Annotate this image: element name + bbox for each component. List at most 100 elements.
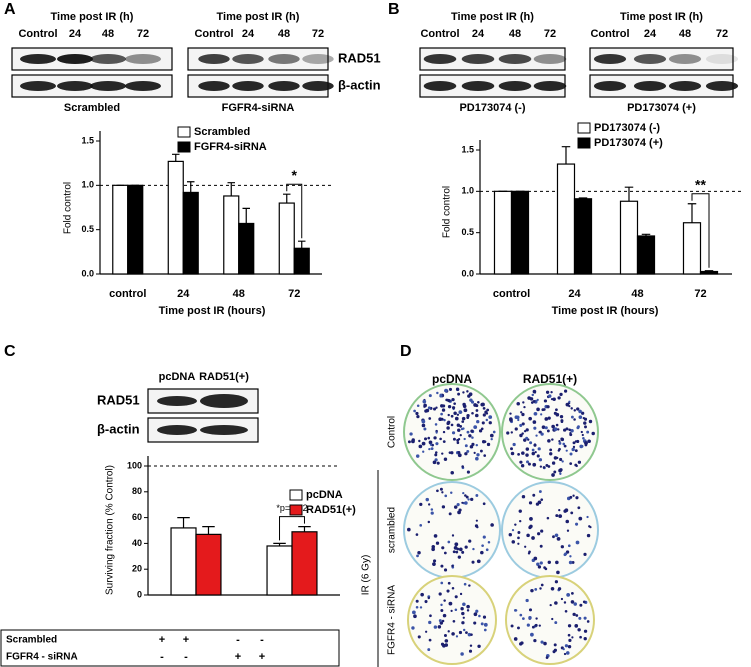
colony [579, 635, 582, 639]
colony [413, 409, 416, 413]
colony [447, 404, 452, 409]
colony [554, 621, 558, 625]
colony [530, 401, 534, 404]
colony [442, 440, 446, 444]
lane-label: 72 [312, 28, 324, 40]
colony [480, 427, 484, 431]
colony [521, 412, 525, 417]
colony [512, 442, 516, 447]
colony [434, 458, 438, 462]
band [593, 54, 627, 64]
colony [471, 436, 474, 439]
colony [521, 495, 526, 499]
band [57, 54, 93, 64]
colony [529, 517, 533, 521]
colony [532, 420, 537, 424]
colony [588, 525, 591, 528]
colony [553, 427, 558, 432]
colony [440, 603, 443, 607]
colony [443, 551, 447, 555]
colony [444, 494, 448, 498]
colony [571, 636, 574, 639]
table-row-label: Scrambled [6, 635, 57, 646]
colony [558, 514, 563, 519]
colony [514, 427, 518, 431]
colony [531, 448, 535, 452]
colony [551, 424, 555, 429]
bar [278, 202, 295, 275]
colony [553, 648, 557, 652]
colony [407, 440, 411, 444]
colony [526, 460, 530, 464]
colony [563, 428, 567, 432]
colony [462, 628, 466, 632]
colony [464, 444, 468, 448]
colony [568, 638, 572, 642]
colony [575, 496, 579, 500]
table-cell: - [184, 651, 188, 663]
colony [535, 502, 540, 506]
colony [461, 550, 465, 554]
colony [441, 619, 445, 623]
column-header: RAD51(+) [523, 372, 577, 386]
colony [567, 544, 571, 548]
band [302, 81, 334, 91]
colony [540, 529, 544, 533]
colony [415, 533, 419, 536]
y-tick-label: 100 [127, 460, 142, 470]
colony [583, 637, 587, 641]
colony [490, 437, 493, 441]
colony [409, 432, 413, 436]
colony [439, 393, 443, 397]
colony [528, 416, 532, 421]
colony [525, 436, 529, 440]
x-tick-label: control [493, 288, 530, 300]
colony [564, 609, 568, 613]
lane-label: 48 [278, 28, 290, 40]
colony [527, 552, 531, 555]
lane-label: 72 [137, 28, 149, 40]
band [705, 54, 739, 64]
colony [434, 423, 438, 426]
blot-row-label: β-actin [97, 421, 140, 436]
colony [427, 406, 431, 410]
band [668, 54, 702, 64]
colony [458, 410, 463, 414]
colony [578, 616, 582, 620]
colony [555, 408, 558, 412]
y-tick-label: 0 [137, 589, 142, 599]
colony [533, 411, 538, 416]
colony [452, 550, 456, 554]
column-header: pcDNA [432, 372, 472, 386]
colony [571, 561, 575, 564]
colony [461, 501, 464, 504]
colony [438, 417, 443, 422]
legend-swatch [577, 122, 591, 134]
colony [480, 550, 484, 555]
bar [636, 235, 656, 275]
colony [510, 447, 513, 451]
colony [551, 473, 555, 477]
colony [567, 633, 571, 637]
colony [538, 624, 541, 627]
y-tick-label: 1.0 [461, 186, 474, 196]
colony [438, 619, 442, 623]
bar [170, 527, 197, 596]
lane-label: 48 [509, 28, 521, 40]
colony [570, 428, 574, 433]
colony [461, 621, 465, 625]
colony [459, 433, 462, 437]
band [200, 425, 248, 435]
lane-label: pcDNA [159, 371, 196, 383]
bar [699, 270, 719, 275]
y-tick-label: 60 [132, 512, 142, 522]
colony [463, 408, 468, 413]
colony [415, 411, 419, 416]
group-label: IR (6 Gy) [361, 555, 372, 596]
colony [536, 454, 540, 458]
colony [523, 438, 527, 442]
colony [447, 413, 450, 417]
colony [433, 534, 438, 538]
error-bar [227, 182, 236, 196]
